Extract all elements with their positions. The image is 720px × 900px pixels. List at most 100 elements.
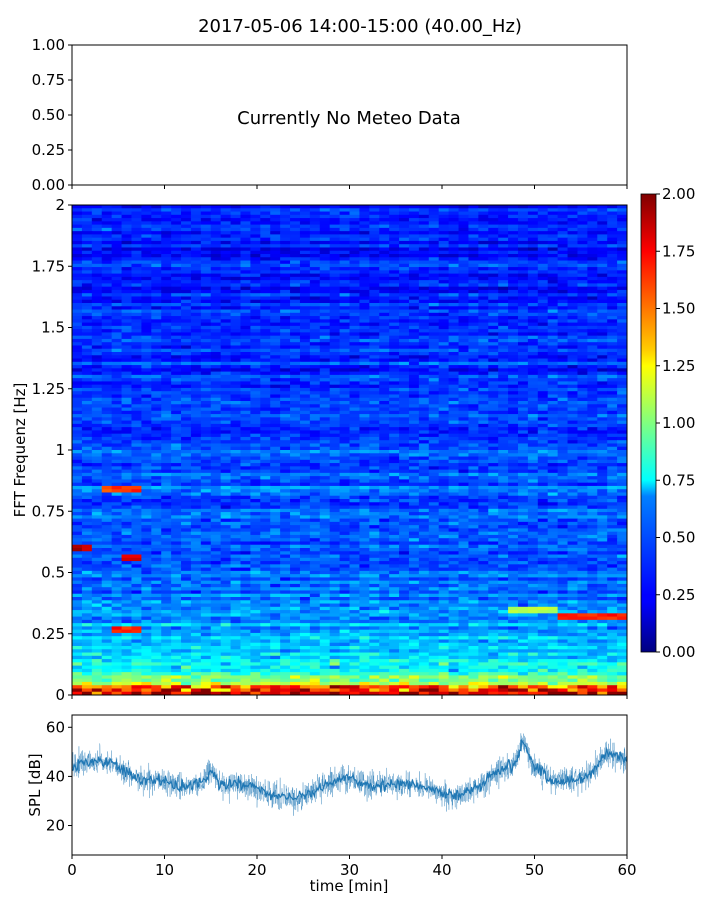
spectrogram-cell xyxy=(161,338,172,343)
spectrogram-cell xyxy=(280,289,291,294)
spectrogram-cell xyxy=(240,237,251,242)
spectrogram-cell xyxy=(408,254,420,258)
spectrogram-cell xyxy=(587,443,598,448)
spectrogram-cell xyxy=(141,227,152,232)
spectrogram-cell xyxy=(309,270,321,275)
spectrogram-cell xyxy=(458,371,470,376)
spectrogram-cell xyxy=(91,387,103,392)
spectrogram-cell xyxy=(418,443,430,448)
spectrogram-cell xyxy=(557,254,569,258)
spectrogram-cell xyxy=(408,218,420,222)
spectrogram-cell xyxy=(498,430,509,435)
spectrogram-cell xyxy=(319,384,331,389)
spectrogram-cell xyxy=(547,211,559,216)
spectrogram-cell xyxy=(508,218,519,222)
spectrogram-cell xyxy=(527,440,539,445)
spectrogram-cell xyxy=(181,211,192,216)
spectrogram-cell xyxy=(547,476,559,480)
spectrogram-cell xyxy=(270,394,281,399)
spectrogram-cell xyxy=(478,280,489,284)
spectrogram-cell xyxy=(309,257,321,262)
spectrogram-cell xyxy=(250,440,261,445)
spectrogram-cell xyxy=(81,420,93,425)
spectrogram-cell xyxy=(488,453,499,458)
spectrogram-cell xyxy=(537,286,549,291)
spectrogram-cell xyxy=(488,378,499,382)
spectrogram-cell xyxy=(488,325,499,330)
spectrogram-cell xyxy=(171,257,182,262)
spectrogram-cell xyxy=(260,218,271,222)
spectrogram-cell xyxy=(349,280,361,284)
spectrogram-cell xyxy=(250,427,261,431)
spectrogram-cell xyxy=(299,316,311,320)
spectrogram-cell xyxy=(91,430,103,435)
spectrogram-cell xyxy=(458,299,470,304)
spectrogram-cell xyxy=(260,254,271,258)
spectrogram-cell xyxy=(428,299,440,304)
spectrogram-cell xyxy=(547,420,559,425)
spectrogram-cell xyxy=(359,492,370,497)
spectrogram-cell xyxy=(290,316,301,320)
spectrogram-cell xyxy=(587,374,598,379)
spectrogram-cell xyxy=(270,378,281,382)
spectrogram-cell xyxy=(190,355,202,360)
spectrogram-cell xyxy=(290,338,301,343)
spectrogram-cell xyxy=(329,381,341,386)
spectrogram-cell xyxy=(161,332,172,337)
spectrogram-cell xyxy=(389,453,400,458)
spectrogram-cell xyxy=(389,267,400,271)
spectrogram-cell xyxy=(250,276,261,281)
spectrogram-cell xyxy=(478,489,489,494)
spectrogram-cell xyxy=(190,244,202,249)
spectrogram-cell xyxy=(567,489,579,494)
spectrogram-cell xyxy=(488,440,499,445)
spectrogram-cell xyxy=(339,394,351,399)
spectrogram-cell xyxy=(349,482,361,487)
spectrogram-cell xyxy=(597,335,608,340)
spectrogram-cell xyxy=(379,244,390,249)
spectrogram-cell xyxy=(319,329,331,333)
spectrogram-cell xyxy=(438,401,450,405)
spectrogram-cell xyxy=(250,332,261,337)
spectrogram-cell xyxy=(151,397,162,402)
spectrogram-cell xyxy=(498,427,509,431)
spectrogram-cell xyxy=(557,436,569,441)
spectrogram-cell xyxy=(547,450,559,454)
spectrogram-cell xyxy=(111,276,123,281)
spectrogram-cell xyxy=(91,257,103,262)
spectrogram-cell xyxy=(260,423,271,428)
spectrogram-cell xyxy=(141,250,152,255)
spectrogram-cell xyxy=(438,221,450,226)
spectrogram-cell xyxy=(230,453,242,458)
spectrogram-cell xyxy=(587,430,598,435)
spectrogram-cell xyxy=(290,273,301,278)
spectrogram-cell xyxy=(181,485,192,490)
spectrogram-cell xyxy=(290,329,301,333)
spectrogram-cell xyxy=(567,361,579,366)
spectrogram-cell xyxy=(408,407,420,412)
spectrogram-cell xyxy=(478,472,489,477)
spectrogram-cell xyxy=(527,276,539,281)
spectrogram-cell xyxy=(617,273,627,278)
spectrogram-cell xyxy=(270,329,281,333)
spectrogram-cell xyxy=(428,453,440,458)
spectrogram-cell xyxy=(339,221,351,226)
spectrogram-cell xyxy=(508,387,519,392)
spectrogram-cell xyxy=(190,391,202,396)
spectrogram-cell xyxy=(379,394,390,399)
spectrogram-cell xyxy=(121,280,133,284)
spectrogram-cell xyxy=(488,387,499,392)
spectrogram-cell xyxy=(240,214,251,219)
spectrogram-cell xyxy=(171,355,182,360)
spectrogram-cell xyxy=(517,348,529,353)
spectrogram-cell xyxy=(478,469,489,474)
spectrogram-cell xyxy=(448,485,460,490)
spectrogram-cell xyxy=(587,329,598,333)
spectrogram-cell xyxy=(290,306,301,311)
spectrogram-cell xyxy=(458,247,470,252)
spectrogram-cell xyxy=(151,267,162,271)
spectrogram-cell xyxy=(359,237,370,242)
spectrogram-cell xyxy=(527,214,539,219)
spectrogram-cell xyxy=(557,296,569,301)
spectrogram-cell xyxy=(458,332,470,337)
